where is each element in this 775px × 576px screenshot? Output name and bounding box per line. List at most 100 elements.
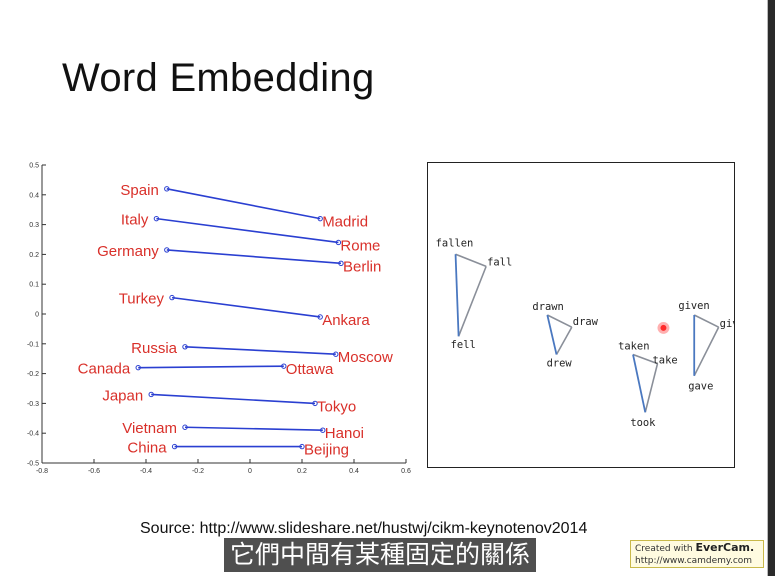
- video-subtitle: 它們中間有某種固定的關係: [224, 538, 537, 572]
- country-point: [164, 247, 170, 253]
- capital-label: Beijing: [304, 442, 349, 459]
- y-tick-label: 0.3: [29, 222, 39, 229]
- x-tick-label: 0.6: [401, 468, 411, 475]
- country-point: [153, 215, 160, 222]
- triangle-edge: [644, 363, 659, 413]
- slide-title: Word Embedding: [62, 56, 375, 100]
- x-tick-label: -0.2: [192, 468, 204, 475]
- country-label: Spain: [120, 182, 158, 199]
- verb-triangle-fall: fallen fall fell: [436, 237, 513, 351]
- verb-triangle-give: given give gave: [678, 300, 735, 393]
- word-label: fallen: [436, 237, 474, 249]
- y-tick-label: 0.5: [29, 163, 39, 170]
- country-point: [182, 424, 188, 430]
- pair-line: [184, 426, 323, 432]
- pair-russia: Russia Moscow: [131, 340, 393, 366]
- country-point: [164, 186, 170, 192]
- word-label: taken: [618, 341, 649, 353]
- capital-label: Rome: [340, 237, 380, 254]
- pair-line: [138, 365, 284, 369]
- country-label: Italy: [121, 212, 149, 229]
- word-label: give: [720, 318, 735, 330]
- capital-point: [299, 443, 305, 450]
- y-tick-label: 0.4: [29, 192, 39, 199]
- pair-spain: Spain Madrid: [120, 182, 368, 231]
- country-label: Russia: [131, 340, 178, 357]
- pair-china: China Beijing: [127, 440, 349, 459]
- capital-label: Ottawa: [286, 361, 334, 378]
- y-tick-label: -0.1: [27, 341, 39, 348]
- y-tick-label: 0: [35, 312, 39, 319]
- pair-line: [166, 188, 321, 220]
- word-label: take: [653, 355, 678, 367]
- pair-italy: Italy Rome: [121, 212, 381, 255]
- capital-point: [338, 260, 344, 267]
- y-tick-label: 0.2: [29, 252, 39, 259]
- country-label: Japan: [102, 387, 143, 404]
- x-tick-label: -0.6: [88, 468, 100, 475]
- capital-label: Hanoi: [325, 425, 364, 442]
- country-label: Germany: [97, 243, 159, 260]
- source-citation: Source: http://www.slideshare.net/hustwj…: [140, 520, 588, 537]
- country-point: [171, 443, 178, 450]
- capital-point: [320, 427, 326, 433]
- verb-tense-chart: fallen fall fell drawn draw drew taken take took…: [427, 162, 735, 468]
- pair-turkey: Turkey Ankara: [119, 291, 371, 329]
- capital-label: Moscow: [338, 349, 393, 366]
- triangle-edge: [555, 326, 573, 355]
- x-tick-label: 0.2: [297, 468, 307, 475]
- triangle-edge: [546, 314, 558, 355]
- y-tick-label: 0.1: [29, 282, 39, 289]
- pair-line: [156, 217, 339, 244]
- capital-label: Madrid: [322, 214, 368, 231]
- country-point: [148, 391, 154, 398]
- country-label: China: [127, 440, 167, 457]
- verb-triangle-take: taken take took: [618, 341, 678, 430]
- capital-label: Ankara: [322, 312, 370, 329]
- pair-line: [151, 393, 316, 405]
- capital-point: [335, 239, 342, 246]
- window-frame: [768, 0, 775, 576]
- country-label: Canada: [78, 361, 131, 378]
- capital-label: Tokyo: [317, 398, 356, 415]
- triangle-edge: [632, 354, 647, 413]
- word-label: draw: [573, 316, 599, 328]
- country-point: [182, 344, 188, 350]
- pair-canada: Canada Ottawa: [78, 361, 334, 379]
- country-label: Vietnam: [122, 420, 177, 437]
- y-tick-label: -0.5: [27, 461, 39, 468]
- y-tick-label: -0.3: [27, 401, 39, 408]
- capital-label: Berlin: [343, 258, 381, 275]
- watermark-prefix: Created with: [635, 544, 696, 554]
- pair-vietnam: Vietnam Hanoi: [122, 420, 364, 442]
- country-point: [135, 364, 141, 371]
- pair-line: [166, 249, 342, 265]
- verb-triangle-draw: drawn draw drew: [532, 301, 598, 369]
- pair-germany: Germany Berlin: [97, 243, 381, 275]
- triangle-edge: [454, 254, 460, 337]
- capital-point: [312, 400, 318, 407]
- word-label: drew: [547, 357, 573, 369]
- cursor-pointer-icon: [657, 321, 670, 334]
- country-capital-chart: 0.5 0.4 0.3 0.2 0.1 0 -0.1 -0.2 -0.3 -0.4 -0.5-0.8…: [27, 163, 411, 476]
- x-tick-label: 0.4: [349, 468, 359, 475]
- triangle-edge: [457, 266, 487, 337]
- word-label: drawn: [532, 301, 563, 313]
- country-point: [169, 294, 175, 301]
- capital-point: [333, 351, 339, 357]
- word-label: fell: [451, 339, 476, 351]
- x-tick-label: -0.8: [36, 468, 48, 475]
- watermark-url: http://www.camdemy.com: [635, 556, 753, 566]
- pair-line: [171, 296, 321, 318]
- triangle-edge: [693, 326, 720, 377]
- triangle-edge: [693, 314, 720, 328]
- window-edge: [767, 0, 768, 576]
- y-tick-label: -0.4: [27, 431, 39, 438]
- triangle-edge: [632, 353, 658, 365]
- word-label: took: [630, 417, 656, 429]
- triangle-edge: [546, 314, 573, 328]
- x-tick-label: -0.4: [140, 468, 152, 475]
- word-label: fall: [487, 256, 512, 268]
- evercam-watermark[interactable]: Created with EverCam. http://www.camdemy…: [630, 540, 764, 568]
